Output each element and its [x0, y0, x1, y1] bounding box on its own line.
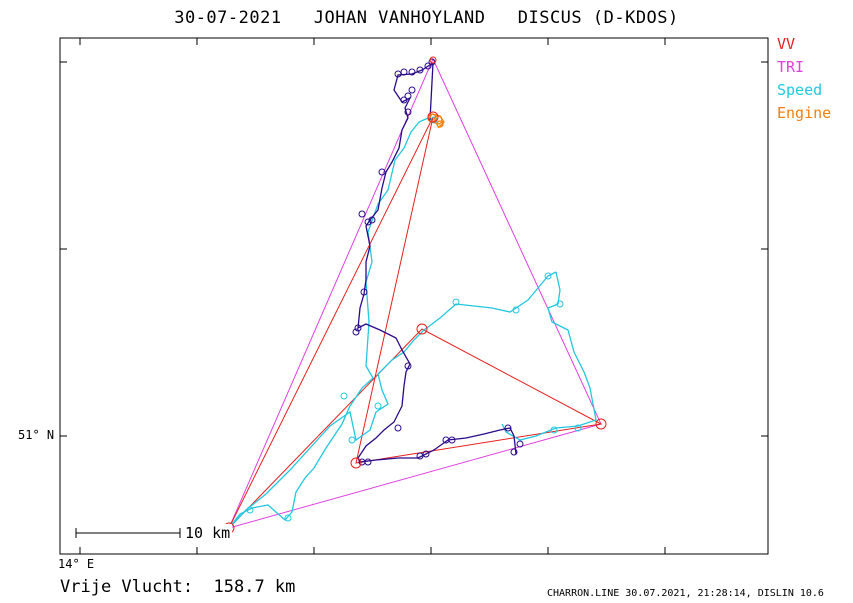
free-flight-route [228, 116, 603, 529]
climb-loops [352, 58, 524, 466]
turnpoint-markers [223, 56, 607, 534]
triangle-route [228, 57, 602, 529]
footer-info: CHARRON.LINE 30.07.2021, 21:28:14, DISLI… [547, 588, 824, 599]
scale-bar [75, 528, 181, 538]
latitude-label: 51° N [18, 428, 55, 442]
scale-bar-label: 10 km [183, 524, 233, 542]
legend-item-speed: Speed [777, 81, 823, 99]
legend-item-vv: VV [777, 35, 796, 53]
map-frame [59, 37, 769, 555]
legend: VV TRI Speed Engine [777, 33, 831, 125]
legend-item-engine: Engine [777, 104, 832, 122]
map-title: 30-07-2021 JOHAN VANHOYLAND DISCUS (D-KD… [174, 8, 679, 28]
axis-ticks [60, 38, 768, 554]
longitude-label: 14° E [58, 557, 95, 571]
speed-loops [246, 116, 582, 522]
flight-distance: Vrije Vlucht: 158.7 km [60, 577, 296, 597]
climb-track [357, 62, 517, 463]
legend-item-tri: TRI [777, 58, 805, 76]
speed-track [228, 117, 597, 529]
